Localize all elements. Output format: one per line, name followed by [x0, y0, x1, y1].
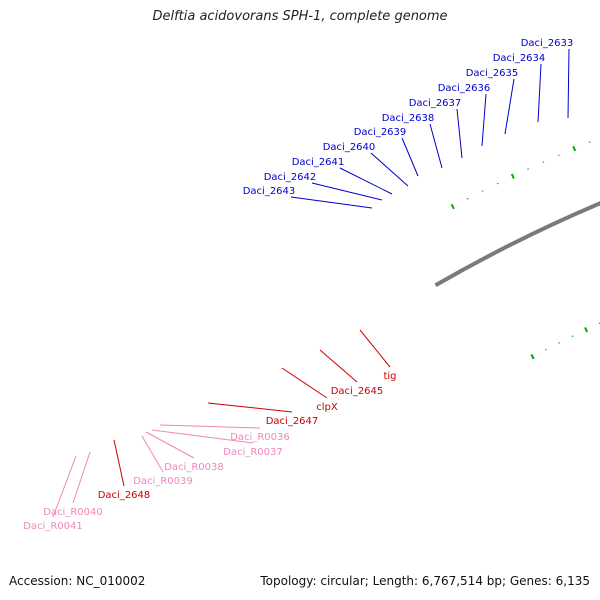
gene-label: Daci_R0037: [223, 447, 283, 458]
label-leader-line: [72, 451, 91, 504]
gene-label: Daci_2635: [466, 68, 519, 79]
label-leader-line: [281, 367, 328, 399]
label-leader-line: [113, 439, 125, 487]
accession-label: Accession: NC_010002: [9, 574, 146, 588]
label-leader-line: [481, 93, 487, 147]
gene-label: Daci_R0039: [133, 476, 193, 487]
outer-tick-mark: [510, 173, 515, 179]
inner-tick-mark: [530, 353, 535, 360]
genome-backbone: [434, 201, 600, 288]
map-title: Delftia acidovorans SPH-1, complete geno…: [152, 9, 448, 24]
gene-label: Daci_2642: [264, 172, 317, 183]
gene-label: Daci_2634: [493, 53, 546, 64]
gene-label: Daci_2636: [438, 83, 491, 94]
label-leader-line: [151, 429, 254, 444]
gene-label: Daci_R0041: [23, 521, 83, 532]
label-leader-line: [319, 349, 358, 383]
gene-label: Daci_2647: [266, 416, 319, 427]
label-leader-line: [504, 78, 515, 135]
outer-tick-mark: [450, 203, 455, 210]
gene-label: Daci_R0038: [164, 462, 224, 473]
label-leader-line: [370, 152, 409, 187]
label-leader-line: [339, 167, 393, 195]
gene-label: Daci_2637: [409, 98, 462, 109]
gene-label: clpX: [316, 402, 338, 413]
label-leader-line: [141, 435, 164, 473]
label-leader-line: [159, 424, 261, 429]
gene-label: Daci_R0040: [43, 507, 103, 518]
gene-label: Daci_2639: [354, 127, 407, 138]
gene-label: Daci_2638: [382, 113, 435, 124]
outer-tick-mark: [572, 145, 577, 152]
inner-tick-mark: [584, 326, 589, 333]
gene-label: Daci_2645: [331, 386, 384, 397]
label-leader-line: [290, 196, 373, 209]
label-leader-line: [311, 182, 383, 201]
gene-label: Daci_2633: [521, 38, 574, 49]
label-leader-line: [537, 63, 542, 123]
label-leader-line: [567, 48, 570, 119]
gene-label: Daci_R0036: [230, 432, 290, 443]
label-leader-line: [401, 137, 419, 177]
gene-label: Daci_2648: [98, 490, 151, 501]
topology-label: Topology: circular; Length: 6,767,514 bp…: [260, 574, 590, 588]
label-leader-line: [207, 402, 293, 413]
label-leader-line: [456, 108, 463, 159]
gene-label: Daci_2643: [243, 186, 296, 197]
label-leader-line: [429, 123, 443, 169]
gene-label: tig: [383, 371, 396, 382]
label-leader-line: [359, 329, 391, 368]
gene-label: Daci_2640: [323, 142, 376, 153]
label-leader-line: [145, 431, 195, 459]
label-leader-line: [52, 455, 77, 518]
gene-label: Daci_2641: [292, 157, 345, 168]
